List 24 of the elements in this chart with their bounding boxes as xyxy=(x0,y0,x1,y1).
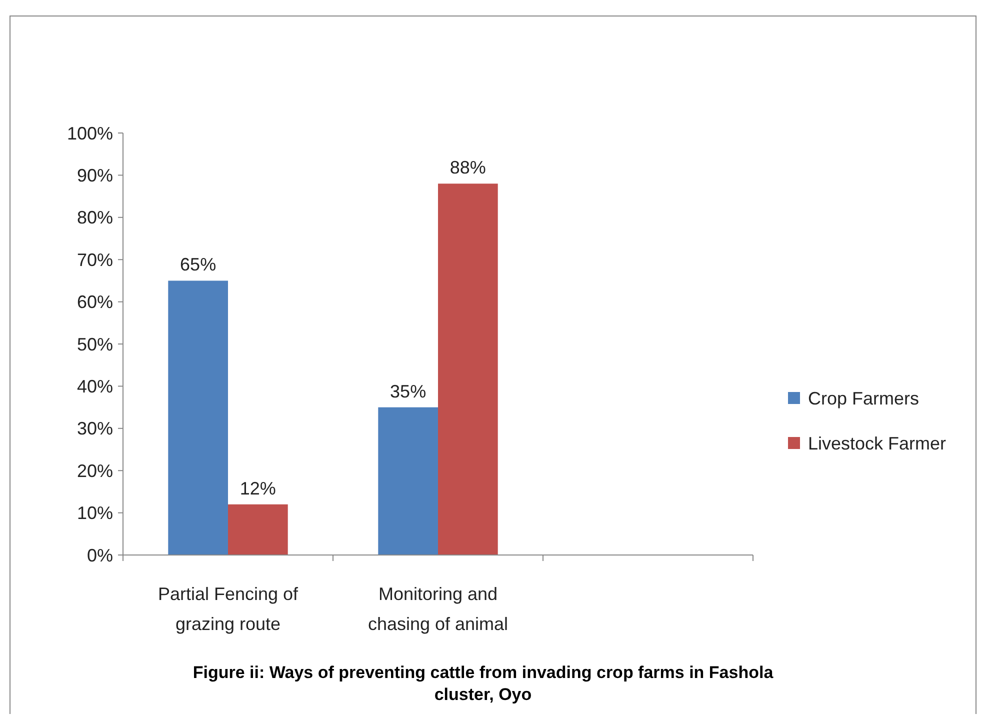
data-label: 65% xyxy=(180,254,216,275)
y-tick-label: 60% xyxy=(76,292,113,312)
data-label: 88% xyxy=(450,158,486,178)
x-tick-label: Monitoring and chasing of animal xyxy=(368,584,508,634)
bar xyxy=(228,504,288,555)
bar xyxy=(168,280,228,555)
y-tick-label: 40% xyxy=(76,376,113,396)
y-tick-label: 10% xyxy=(76,503,113,524)
data-label: 35% xyxy=(390,381,426,402)
y-tick-label: 80% xyxy=(76,208,113,228)
text: Figure ii: Ways of preventing cattle from invading crop farms in Fashola cluster, Oyo xyxy=(192,663,774,704)
y-tick-label: 20% xyxy=(76,460,113,481)
bar xyxy=(438,184,498,555)
y-tick-label: 0% xyxy=(86,545,113,566)
bar xyxy=(378,407,438,555)
y-tick-label: 70% xyxy=(76,250,113,270)
y-tick-label: 50% xyxy=(76,334,113,354)
y-tick-label: 30% xyxy=(76,418,113,439)
legend-label: Livestock Farmer xyxy=(808,433,946,454)
y-tick-label: 100% xyxy=(66,123,113,144)
x-tick-label: Partial Fencing of grazing route xyxy=(158,584,300,634)
y-tick-label: 90% xyxy=(76,166,113,186)
data-label: 12% xyxy=(240,478,276,498)
legend-label: Crop Farmers xyxy=(808,388,920,408)
